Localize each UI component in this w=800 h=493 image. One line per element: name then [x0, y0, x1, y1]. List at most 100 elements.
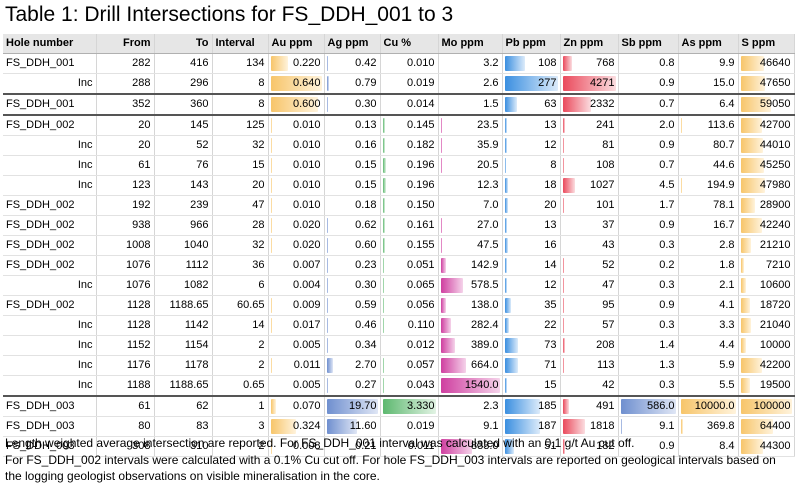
cell-au: 0.008: [268, 436, 325, 457]
cell-au: 0.010: [268, 114, 325, 136]
data-bar-s: [740, 178, 765, 193]
cell-value: Inc: [77, 159, 93, 171]
cell-value: 73: [544, 339, 557, 351]
cell-mo: 833.0: [438, 436, 503, 457]
cell-as: 4.1: [678, 295, 739, 316]
data-bar-zn: [562, 258, 564, 273]
column-header-mo: Mo ppm: [438, 34, 503, 54]
cell-ag: 0.27: [324, 375, 381, 397]
data-bar-s: [740, 218, 763, 233]
table-title: Table 1: Drill Intersections for FS_DDH_…: [5, 3, 454, 26]
cell-interval: 60.65: [212, 295, 269, 316]
data-bar-s: [740, 118, 763, 133]
data-bar-zn: [562, 56, 573, 71]
cell-pb: 14: [502, 255, 561, 276]
cell-cu: 0.043: [380, 375, 439, 397]
data-bar-pb: [504, 298, 512, 313]
cell-value: 45250: [759, 159, 791, 171]
data-bar-s: [740, 76, 765, 91]
data-bar-au: [270, 358, 272, 373]
cell-to: 145: [154, 114, 213, 136]
cell-sb: 1.7: [618, 195, 679, 216]
cell-cu: 3.330: [380, 395, 439, 417]
cell-cu: 0.057: [380, 355, 439, 376]
cell-s: 42200: [738, 355, 795, 376]
cell-from: 192: [96, 195, 155, 216]
cell-value: FS_DDH_003: [6, 440, 75, 452]
cell-interval: 32: [212, 135, 269, 156]
cell-value: 0.27: [355, 379, 377, 391]
cell-interval: 8: [212, 73, 269, 95]
cell-mo: 282.4: [438, 315, 503, 336]
cell-value: 11.60: [349, 420, 377, 432]
cell-value: 62: [196, 400, 209, 412]
cell-value: 0.9: [659, 440, 675, 452]
cell-value: Inc: [77, 379, 93, 391]
cell-cu: 0.161: [380, 215, 439, 236]
cell-value: 13: [544, 119, 557, 131]
cell-value: 14: [252, 319, 265, 331]
cell-zn: 95: [560, 295, 619, 316]
data-bar-pb: [504, 399, 540, 414]
cell-as: 369.8: [678, 416, 739, 437]
cell-interval: 1: [212, 395, 269, 417]
data-bar-zn: [562, 298, 564, 313]
cell-value: 5.5: [719, 379, 735, 391]
data-bar-zn: [562, 76, 616, 91]
data-bar-ag: [326, 378, 328, 393]
data-bar-pb: [504, 318, 509, 333]
data-bar-cu: [382, 258, 384, 273]
cell-sb: 586.0: [618, 395, 679, 417]
column-header-ag: Ag ppm: [324, 34, 381, 54]
data-bar-au: [270, 97, 319, 112]
cell-value: 0.59: [355, 299, 377, 311]
cell-hole: Inc: [3, 355, 97, 376]
data-bar-au: [270, 399, 277, 414]
cell-from: 20: [96, 135, 155, 156]
data-bar-pb: [504, 158, 507, 173]
cell-value: 1154: [184, 339, 209, 351]
cell-value: 37: [602, 219, 615, 231]
cell-pb: 185: [502, 395, 561, 417]
cell-as: 2.8: [678, 235, 739, 256]
cell-ag: 0.62: [324, 215, 381, 236]
cell-value: 1152: [126, 339, 151, 351]
cell-mo: 664.0: [438, 355, 503, 376]
cell-sb: 0.3: [618, 275, 679, 296]
data-bar-au: [270, 258, 272, 273]
cell-value: 1142: [184, 319, 209, 331]
cell-hole: FS_DDH_002: [3, 235, 97, 256]
cell-value: 239: [190, 199, 209, 211]
data-bar-zn: [562, 358, 564, 373]
cell-zn: 768: [560, 53, 619, 74]
data-bar-zn: [562, 97, 592, 112]
cell-ag: 0.30: [324, 275, 381, 296]
cell-pb: 20: [502, 195, 561, 216]
cell-value: 2.8: [719, 239, 735, 251]
column-header-hole-number: Hole number: [3, 34, 97, 54]
cell-value: 0.34: [355, 339, 377, 351]
cell-value: 36: [252, 259, 265, 271]
cell-value: 1176: [126, 359, 151, 371]
cell-value: FS_DDH_002: [6, 259, 75, 271]
cell-value: 51: [544, 440, 557, 452]
cell-sb: 0.3: [618, 235, 679, 256]
cell-value: 4271: [590, 77, 615, 89]
cell-value: 3: [258, 420, 265, 432]
footnotes: Length weighted average intersection are…: [5, 435, 795, 485]
data-bar-ag: [326, 278, 328, 293]
data-bar-zn: [562, 399, 569, 414]
cell-value: 0.8: [659, 57, 675, 69]
cell-value: FS_DDH_001: [6, 57, 75, 69]
cell-as: 2.1: [678, 275, 739, 296]
cell-value: 0.070: [292, 400, 321, 412]
cell-ag: 0.79: [324, 73, 381, 95]
cell-mo: 27.0: [438, 215, 503, 236]
cell-s: 28900: [738, 195, 795, 216]
table-row: FS_DDH_002 1008 1040 32 0.020 0.60 0.155 47.5 16…: [3, 235, 795, 256]
cell-value: 416: [190, 57, 209, 69]
data-bar-mo: [440, 118, 442, 133]
cell-value: 0.18: [355, 199, 377, 211]
cell-interval: 2: [212, 436, 269, 457]
cell-pb: 187: [502, 416, 561, 437]
